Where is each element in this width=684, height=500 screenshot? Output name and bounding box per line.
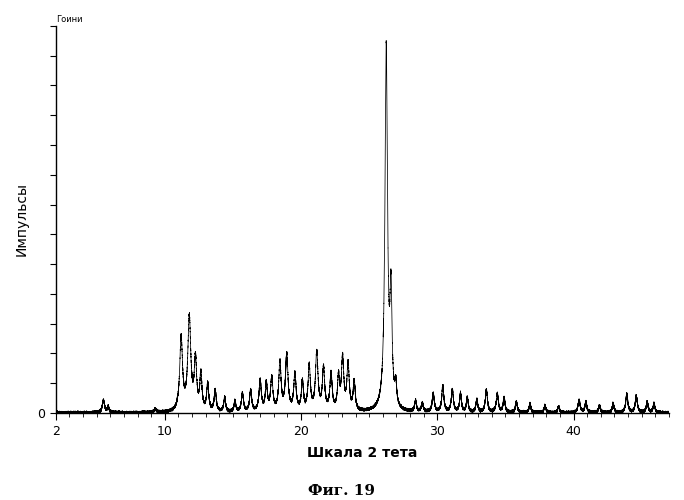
Y-axis label: Импульсы: Импульсы	[15, 182, 29, 256]
Text: Гоини: Гоини	[56, 15, 82, 24]
Text: Фиг. 19: Фиг. 19	[308, 484, 376, 498]
X-axis label: Шкала 2 тета: Шкала 2 тета	[307, 446, 417, 460]
